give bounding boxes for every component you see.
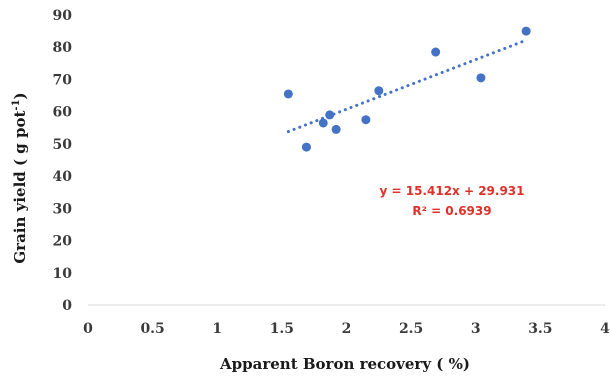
x-tick-label: 1.5	[270, 321, 294, 337]
data-point	[521, 26, 531, 36]
x-tick-label: 3.5	[528, 321, 552, 337]
y-axis-label: Grain yield ( g pot-1)	[11, 92, 29, 263]
data-point	[374, 86, 384, 96]
trendline-equation: y = 15.412x + 29.931	[380, 184, 525, 198]
x-tick-label: 0.5	[140, 321, 164, 337]
data-point	[431, 47, 441, 57]
trendline	[286, 38, 528, 134]
y-tick-label: 80	[53, 40, 73, 56]
trendline-r2: R² = 0.6939	[412, 204, 491, 218]
y-tick-label: 30	[53, 201, 73, 217]
y-tick-label: 40	[53, 169, 73, 185]
x-tick-label: 3	[471, 321, 481, 337]
y-tick-label: 70	[53, 72, 73, 88]
data-point	[476, 73, 486, 83]
y-axis-label-superscript: -1	[11, 99, 22, 110]
x-tick-label: 0	[83, 321, 93, 337]
x-tick-label: 2.5	[399, 321, 423, 337]
y-axis-label-main: Grain yield ( g pot	[11, 111, 29, 264]
y-tick-label: 50	[53, 137, 73, 153]
data-point	[325, 110, 335, 120]
x-tick-label: 1	[212, 321, 222, 337]
x-axis-label: Apparent Boron recovery ( %)	[219, 355, 470, 373]
data-point	[331, 124, 341, 134]
y-tick-label: 10	[53, 266, 73, 282]
data-point	[318, 118, 328, 128]
data-point	[283, 89, 293, 99]
y-tick-label: 60	[53, 105, 73, 121]
data-point	[301, 142, 311, 152]
y-tick-label: 90	[53, 8, 73, 24]
y-tick-label: 0	[62, 298, 72, 314]
y-tick-label: 20	[53, 234, 73, 250]
x-tick-label: 2	[342, 321, 352, 337]
x-tick-label: 4	[600, 321, 610, 337]
y-axis-label-end: )	[11, 92, 29, 99]
trendline-layer	[286, 38, 528, 134]
data-points	[283, 26, 531, 152]
data-point	[361, 115, 371, 125]
